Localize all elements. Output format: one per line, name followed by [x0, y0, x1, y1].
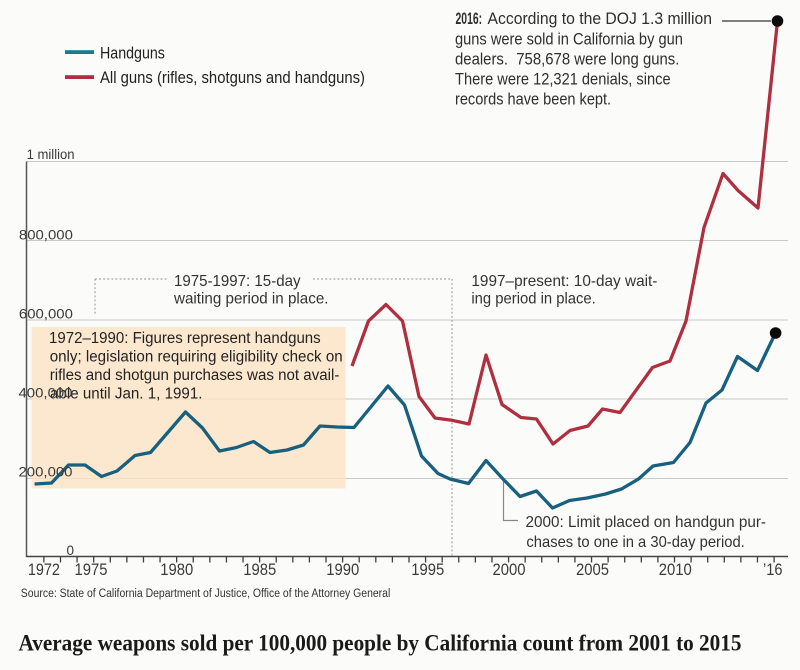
svg-text:1975: 1975 — [75, 560, 108, 579]
svg-text:2000: Limit placed on handgun: 2000: Limit placed on handgun pur- — [526, 514, 767, 531]
svg-text:2010: 2010 — [659, 560, 692, 579]
svg-text:400,000: 400,000 — [19, 386, 73, 401]
svg-text:1980: 1980 — [160, 560, 193, 579]
svg-text:2016:: 2016: — [456, 10, 483, 28]
svg-text:ing period in place.: ing period in place. — [471, 291, 595, 308]
svg-text:chases to one in a 30-day peri: chases to one in a 30-day period. — [526, 534, 744, 551]
svg-text:1990: 1990 — [326, 560, 359, 579]
svg-text:1985: 1985 — [243, 560, 276, 579]
svg-text:records have been kept.: records have been kept. — [455, 90, 611, 108]
svg-text:2005: 2005 — [576, 560, 609, 579]
svg-text:1997–present: 10-day wait-: 1997–present: 10-day wait- — [471, 273, 657, 290]
svg-text:waiting period in place.: waiting period in place. — [173, 291, 328, 308]
svg-text:1975-1997: 15-day: 1975-1997: 15-day — [174, 273, 301, 290]
svg-text:rifles and shotgun purchases w: rifles and shotgun purchases was not ava… — [50, 367, 340, 384]
svg-text:600,000: 600,000 — [19, 307, 73, 322]
svg-text:There were 12,321 denials, sin: There were 12,321 denials, since — [455, 71, 671, 89]
svg-text:All guns (rifles, shotguns and: All guns (rifles, shotguns and handguns) — [100, 68, 365, 87]
svg-text:200,000: 200,000 — [19, 465, 73, 480]
svg-text:1972–1990: Figures represent h: 1972–1990: Figures represent handguns — [49, 330, 321, 347]
svg-text:1972: 1972 — [28, 560, 60, 579]
svg-text:According to the DOJ 1.3 milli: According to the DOJ 1.3 million — [488, 10, 713, 28]
svg-text:dealers. 758,678 were long gu: dealers. 758,678 were long guns. — [455, 51, 679, 69]
svg-text:able until Jan. 1, 1991.: able until Jan. 1, 1991. — [50, 386, 203, 403]
svg-text:guns were sold in California b: guns were sold in California by gun — [455, 31, 683, 49]
svg-text:1 million: 1 million — [27, 147, 75, 162]
svg-text:800,000: 800,000 — [19, 227, 73, 242]
svg-text:2000: 2000 — [493, 560, 526, 579]
svg-text:0: 0 — [67, 543, 75, 558]
svg-text:Handguns: Handguns — [100, 44, 165, 63]
svg-text:Average weapons sold per 100,0: Average weapons sold per 100,000 people … — [19, 631, 742, 657]
svg-text:1995: 1995 — [411, 560, 444, 579]
svg-text:only; legislation requiring el: only; legislation requiring eligibility … — [50, 349, 343, 366]
svg-text:’16: ’16 — [763, 560, 783, 579]
svg-text:Source: State of California De: Source: State of California Department o… — [21, 588, 391, 600]
